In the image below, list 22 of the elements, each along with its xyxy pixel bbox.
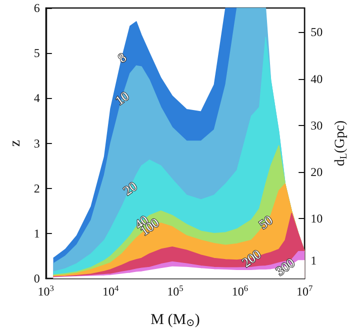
y-tick-label: 2	[34, 181, 40, 196]
y2-tick-label: 30	[310, 118, 323, 132]
y-tick-label: 4	[34, 91, 40, 106]
annotation: 10	[112, 88, 132, 108]
y-tick-label: 6	[34, 1, 40, 15]
y2-tick-label: 1	[310, 253, 317, 268]
annotation: 20	[120, 178, 140, 198]
y2-tick-label: 10	[310, 211, 323, 226]
y2-tick-label: 20	[310, 164, 323, 179]
annotation: 8	[114, 50, 129, 66]
annotation: 200	[239, 246, 264, 270]
y-tick-label: 5	[34, 46, 40, 60]
y-tick-label: 0	[34, 272, 40, 286]
y2-tick-label: 50	[310, 25, 323, 40]
y-tick-label: 3	[34, 136, 40, 150]
y2-axis-title: dL(Gpc)	[333, 120, 350, 166]
x-axis-title: M (M⊙)	[150, 312, 200, 329]
y-axis-title: z	[8, 140, 24, 147]
y-tick-label: 1	[34, 226, 40, 240]
annotation: 50	[256, 212, 276, 232]
y2-tick-label: 40	[310, 72, 323, 86]
annotation: 300	[272, 254, 298, 279]
